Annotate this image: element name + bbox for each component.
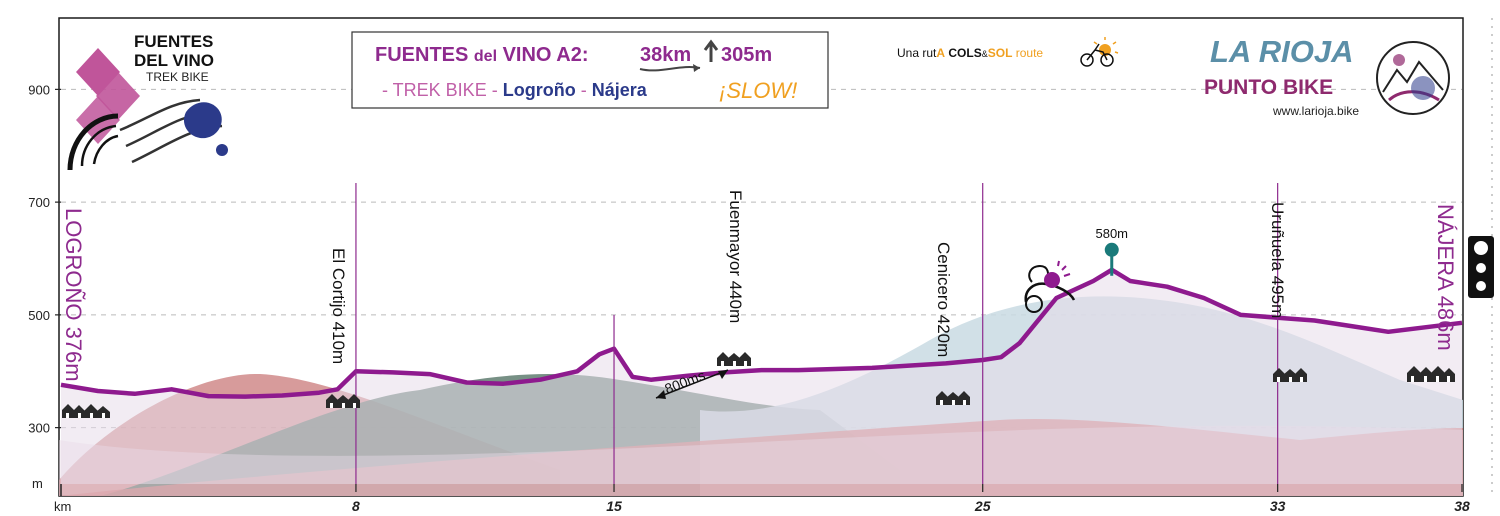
logo-wheel-arc [67,113,119,171]
cols-sol-amp: & [982,49,988,59]
cols-sol-sol: SOL [988,46,1013,60]
cols-sol-a: A [936,46,945,60]
fuentes-del-vino-logo: FUENTES DEL VINO TREK BIKE [67,32,228,171]
house-icon-cenicero [936,391,970,405]
peak-marker: 580m [1095,226,1128,276]
logo-line-2: DEL VINO [134,51,214,70]
distance-arrow-icon [693,64,700,72]
cols-sol-route-logo: Una rutA COLS&SOL route [897,37,1119,67]
title-del: del [474,48,497,65]
x-tick-label-25: 25 [974,498,991,514]
house-icon-urunuela [1273,368,1307,382]
cols-sol-cols: COLS [948,46,981,60]
climb-up-arrow-icon [703,39,719,62]
climb-arrow-line [655,369,729,399]
subtitle-slow: ¡SLOW! [719,78,797,103]
house-icon-fuenmayor [717,352,751,366]
subtitle-trek: - TREK BIKE - [382,80,498,100]
subtitle-from: Logroño [503,80,576,100]
urunuela-label: Uruñuela 495m [1268,202,1287,318]
cortijo-label: El Cortijo 410m [329,248,348,364]
by-icon [1476,263,1486,273]
cyclist-icon [1024,260,1076,313]
x-ticks: 8 15 25 33 38 [60,484,1470,514]
logo-blob-dot [216,144,228,156]
title-box [351,31,829,109]
brand-url: www.larioja.bike [1272,104,1359,118]
la-rioja-punto-bike-logo: LA RIOJA PUNTO BIKE www.larioja.bike [1204,34,1450,118]
profile-fill [61,269,1462,484]
start-label: LOGROÑO 376m [61,208,86,382]
subtitle-to: Nájera [592,80,648,100]
brand-sub: PUNTO BIKE [1204,76,1333,99]
peak-dot [1104,242,1119,257]
x-tick-label-33: 33 [1270,498,1286,514]
y-tick-label-300: 300 [28,421,50,436]
nc-icon [1476,281,1486,291]
mountain-badge-icon [1376,41,1450,115]
cenicero-label: Cenicero 420m [934,242,953,357]
end-label: NÁJERA 486m [1433,204,1458,351]
cols-sol-text: Una rutA COLS&SOL route [897,46,1043,60]
house-icon-cortijo [326,394,360,408]
profile-line [60,267,1463,399]
house-icon-logrono [62,404,110,418]
y-axis-label: m [32,476,43,491]
y-tick-label-500: 500 [28,308,50,323]
logo-line-3: TREK BIKE [146,70,209,84]
y-tick-label-700: 700 [28,195,50,210]
title-climb: 305m [721,44,772,66]
sun-cyclist-icon [1080,37,1119,67]
x-axis-label: km [54,499,71,514]
peak-label: 580m [1095,226,1128,241]
title-prefix: FUENTES [375,44,468,66]
house-icon-najera [1407,366,1455,382]
cols-sol-prefix: Una rut [897,46,937,60]
waypoint-lines [355,183,1279,484]
title-line: FUENTES del VINO A2: [375,44,589,66]
subtitle-dash: - [581,80,587,100]
y-ticks: 300 500 700 900 [28,82,61,436]
logo-line-1: FUENTES [134,32,213,51]
brand-name: LA RIOJA [1210,34,1354,69]
logo-blob [183,102,222,139]
village-icons [62,352,1455,418]
x-tick-label-15: 15 [606,498,622,514]
license-badge [1468,236,1494,298]
y-tick-label-900: 900 [28,82,50,97]
cols-sol-route: route [1016,46,1044,60]
x-tick-label-38: 38 [1454,498,1470,514]
title-distance: 38km [640,44,691,66]
logo-wheel-spokes [80,124,119,167]
x-tick-label-8: 8 [352,498,360,514]
title-vino: VINO A2: [503,44,589,66]
subtitle-line: - TREK BIKE - Logroño - Nájera [382,80,648,100]
cc-icon [1474,241,1488,255]
climb-arrow-head-left [656,390,666,399]
fuenmayor-label: Fuenmayor 440m [726,190,745,323]
climb-arrow-head-right [718,370,728,379]
